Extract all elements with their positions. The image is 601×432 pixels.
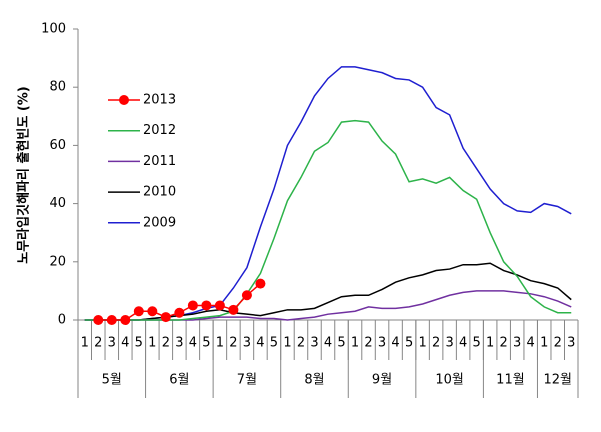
y-tick-label: 80 — [49, 80, 66, 95]
x-tick-label: 1 — [418, 336, 426, 351]
x-tick-label: 5 — [270, 336, 278, 351]
x-tick-label: 2 — [94, 336, 102, 351]
x-tick-label: 5 — [135, 336, 143, 351]
x-tick-label: 4 — [527, 336, 535, 351]
x-tick-label: 2 — [364, 336, 372, 351]
group-label: 11월 — [496, 373, 525, 388]
x-tick-label: 4 — [391, 336, 399, 351]
x-tick-label: 4 — [324, 336, 332, 351]
group-label: 12월 — [543, 373, 572, 388]
x-tick-label: 5 — [202, 336, 210, 351]
x-tick-label: 3 — [175, 336, 183, 351]
data-point — [241, 290, 252, 301]
legend-label: 2010 — [143, 185, 176, 200]
data-point — [93, 315, 104, 325]
x-tick-label: 2 — [229, 336, 237, 351]
data-point — [106, 315, 117, 325]
x-tick-label: 2 — [432, 336, 440, 351]
data-point — [160, 312, 171, 323]
x-tick-label: 2 — [162, 336, 170, 351]
x-tick-label: 1 — [283, 336, 291, 351]
y-tick-label: 60 — [49, 138, 66, 153]
x-tick-label: 4 — [459, 336, 467, 351]
data-point — [214, 300, 225, 311]
data-point — [147, 306, 158, 317]
data-point — [187, 300, 198, 311]
data-point — [133, 306, 144, 317]
data-point — [120, 315, 131, 325]
x-tick-label: 4 — [121, 336, 129, 351]
x-tick-label: 4 — [256, 336, 264, 351]
x-tick-label: 3 — [567, 336, 575, 351]
x-tick-label: 1 — [540, 336, 548, 351]
x-tick-label: 5 — [405, 336, 413, 351]
x-tick-label: 3 — [445, 336, 453, 351]
x-tick-label: 5 — [473, 336, 481, 351]
x-tick-label: 4 — [189, 336, 197, 351]
group-label: 6월 — [169, 373, 189, 388]
x-tick-label: 3 — [378, 336, 386, 351]
y-tick-label: 20 — [49, 254, 66, 269]
y-tick-label: 100 — [41, 22, 66, 37]
x-tick-label: 1 — [216, 336, 224, 351]
y-axis-label: 노무라입깃해파리 출현빈도 (%) — [16, 86, 32, 263]
x-tick-label: 1 — [148, 336, 156, 351]
group-label: 8월 — [304, 373, 324, 388]
x-tick-label: 1 — [351, 336, 359, 351]
legend-label: 2009 — [143, 215, 176, 230]
data-point — [228, 304, 239, 315]
legend-marker — [119, 95, 129, 105]
legend-label: 2013 — [143, 93, 176, 108]
data-point — [201, 300, 212, 311]
x-tick-label: 3 — [108, 336, 116, 351]
legend-label: 2012 — [143, 123, 176, 138]
x-tick-label: 3 — [513, 336, 521, 351]
x-tick-label: 1 — [81, 336, 89, 351]
data-point — [174, 307, 185, 318]
y-tick-label: 40 — [49, 196, 66, 211]
x-tick-label: 2 — [500, 336, 508, 351]
series-line — [84, 290, 572, 321]
y-tick-label: 0 — [58, 313, 66, 328]
x-tick-label: 5 — [337, 336, 345, 351]
x-tick-label: 1 — [486, 336, 494, 351]
data-point — [255, 278, 266, 289]
group-label: 9월 — [372, 373, 392, 388]
group-label: 10월 — [435, 373, 464, 388]
group-label: 5월 — [102, 373, 122, 388]
x-tick-label: 2 — [554, 336, 562, 351]
x-tick-label: 3 — [243, 336, 251, 351]
x-tick-label: 2 — [297, 336, 305, 351]
group-label: 7월 — [237, 373, 257, 388]
x-tick-label: 3 — [310, 336, 318, 351]
legend-label: 2011 — [143, 154, 176, 169]
